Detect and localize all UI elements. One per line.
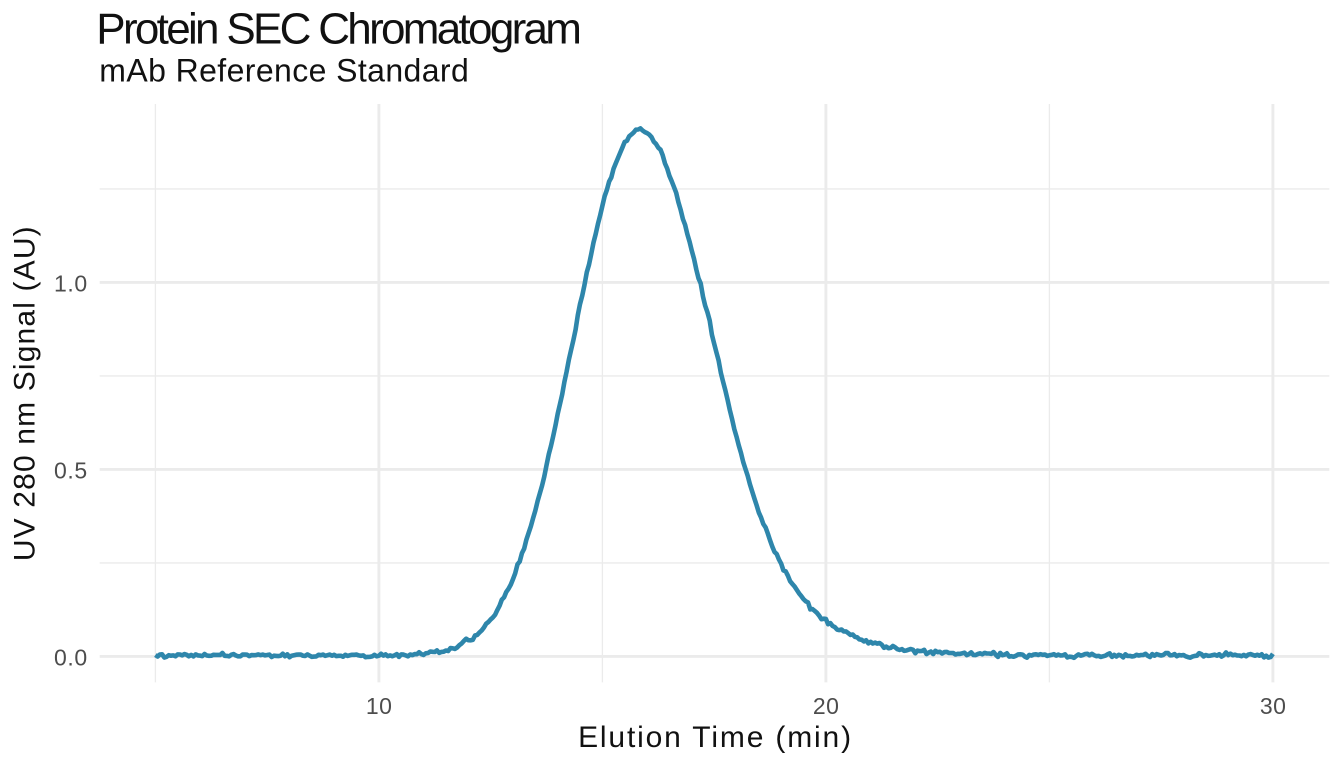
svg-text:Elution Time (min): Elution Time (min): [578, 721, 853, 754]
svg-text:10: 10: [366, 693, 393, 719]
svg-text:Protein SEC Chromatogram: Protein SEC Chromatogram: [96, 4, 579, 53]
svg-text:0.0: 0.0: [54, 644, 88, 670]
svg-text:0.5: 0.5: [54, 458, 88, 484]
svg-text:30: 30: [1260, 693, 1287, 719]
svg-text:UV 280 nm Signal (AU): UV 280 nm Signal (AU): [9, 225, 42, 561]
svg-text:1.0: 1.0: [54, 271, 88, 297]
svg-text:20: 20: [813, 693, 840, 719]
svg-text:mAb Reference Standard: mAb Reference Standard: [99, 53, 469, 89]
